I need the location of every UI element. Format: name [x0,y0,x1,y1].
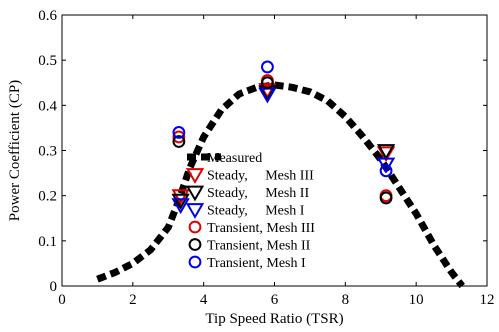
data-point [172,130,186,144]
data-point [376,146,396,163]
y-tick-label: 0.2 [38,189,57,205]
data-point [379,191,393,205]
legend-swatch [185,203,205,219]
series-5 [172,76,393,205]
data-point [376,157,396,174]
x-axis: 0 2 4 6 8 10 12 [58,15,495,308]
y-axis: 0 0.1 0.2 0.3 0.4 0.5 0.6 [38,8,487,295]
x-tick-label: 8 [342,292,350,308]
legend-swatch [185,185,205,202]
x-tick-label: 12 [480,292,495,308]
data-point [258,83,277,99]
x-tick-label: 2 [129,292,137,308]
legend-item: Steady, Mesh II [185,185,309,202]
legend-swatch [185,168,205,184]
x-axis-label: Tip Speed Ratio (TSR) [205,311,343,327]
legend-label: Steady, Mesh I [207,204,305,219]
series-1 [171,83,396,206]
legend-label: Steady, Mesh II [207,186,309,201]
data-point [376,144,396,160]
legend-label: Transient, Mesh III [207,221,315,236]
y-tick-label: 0.6 [38,8,57,24]
legend-swatch [188,238,202,251]
legend-swatch [188,220,202,234]
data-point [171,193,190,210]
legend-label: Transient, Mesh I [207,256,306,271]
legend-item: Transient, Mesh I [188,255,306,271]
legend-label: Measured [207,151,262,166]
data-point [172,126,186,139]
series-6 [172,60,393,178]
legend-item: Measured [187,151,262,166]
data-point [379,164,393,178]
x-tick-label: 4 [200,292,208,308]
x-tick-label: 10 [409,292,424,308]
legend-label: Transient, Mesh II [207,239,311,254]
y-tick-label: 0.3 [38,144,57,160]
x-tick-label: 0 [58,292,66,308]
data-layer [96,60,465,289]
legend-label: Steady, Mesh III [207,169,314,184]
x-tick-label: 6 [271,292,279,308]
data-point [261,60,274,74]
legend-item: Steady, Mesh III [185,168,314,184]
legend-item: Transient, Mesh II [188,238,311,254]
y-tick-label: 0 [50,279,58,295]
y-tick-label: 0.4 [38,98,57,114]
data-point [261,76,274,90]
y-tick-label: 0.5 [38,53,57,69]
data-point [172,135,186,148]
y-axis-label: Power Coefficient (CP) [7,80,23,221]
y-tick-label: 0.1 [38,234,57,250]
data-point [171,189,190,206]
legend: Measured Steady, Mesh III Steady, Mesh II S… [185,151,315,271]
legend-item: Transient, Mesh III [188,220,315,236]
data-point [171,198,190,215]
legend-swatch [188,255,202,269]
legend-item: Steady, Mesh I [185,203,305,219]
